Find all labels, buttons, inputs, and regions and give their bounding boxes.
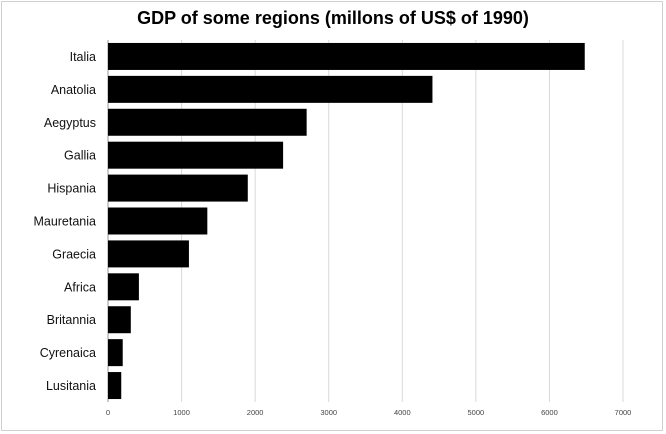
x-tick-label: 2000 — [247, 408, 264, 417]
bar-anatolia — [108, 75, 433, 103]
bar-britannia — [108, 306, 131, 334]
bar-africa — [108, 273, 139, 301]
x-tick-label: 6000 — [541, 408, 558, 417]
category-label-hispania: Hispania — [47, 182, 96, 196]
category-label-africa: Africa — [64, 280, 96, 294]
bar-aegyptus — [108, 108, 307, 136]
category-label-gallia: Gallia — [64, 149, 96, 163]
x-tick-label: 7000 — [615, 408, 632, 417]
bar-graecia — [108, 240, 189, 268]
bar-hispania — [108, 174, 248, 202]
bar-layer — [108, 42, 585, 400]
x-tick-label: 4000 — [394, 408, 411, 417]
category-label-cyrenaica: Cyrenaica — [40, 346, 96, 360]
category-label-graecia: Graecia — [52, 247, 96, 261]
category-label-mauretania: Mauretania — [33, 215, 96, 229]
bar-mauretania — [108, 207, 208, 235]
bar-lusitania — [108, 372, 122, 400]
category-label-italia: Italia — [70, 50, 96, 64]
tick-layer: 0 1000 2000 3000 4000 5000 6000 7000 — [106, 408, 631, 417]
bar-gallia — [108, 141, 284, 169]
bar-italia — [108, 42, 585, 70]
category-label-aegyptus: Aegyptus — [44, 116, 96, 130]
x-tick-label: 0 — [106, 408, 110, 417]
x-tick-label: 1000 — [173, 408, 190, 417]
x-tick-label: 5000 — [468, 408, 485, 417]
x-tick-label: 3000 — [320, 408, 337, 417]
category-label-anatolia: Anatolia — [51, 83, 96, 97]
bar-cyrenaica — [108, 339, 123, 367]
category-label-britannia: Britannia — [47, 313, 96, 327]
category-label-lusitania: Lusitania — [46, 379, 96, 393]
label-layer: Italia Anatolia Aegyptus Gallia Hispania Maur… — [33, 50, 96, 393]
chart-title: GDP of some regions (millons of US$ of 1… — [137, 8, 529, 28]
